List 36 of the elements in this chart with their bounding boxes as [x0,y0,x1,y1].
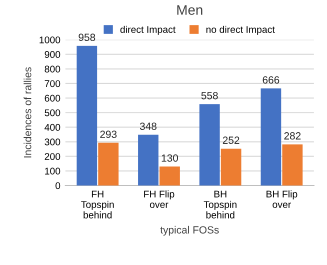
y-tick-label: 400 [44,124,60,131]
data-label: 958 [78,34,96,42]
x-tick-label: BH Topspin behind [204,190,236,218]
y-tick-label: 500 [44,109,60,116]
data-label: 282 [284,132,301,140]
data-label: 348 [140,122,156,130]
y-tick-label: 1000 [40,36,60,44]
y-tick-label: 800 [44,66,60,73]
bar [220,148,242,186]
bar [260,88,282,186]
legend-label: no direct Impact [206,26,275,35]
bar [160,166,180,186]
x-tick-label: BH Flip over [266,190,298,208]
bar [138,134,158,186]
y-axis-title: Incidences of rallies [24,67,32,158]
y-tick-label: 100 [45,168,60,175]
legend-label: direct Impact [120,26,176,35]
y-tick-label: 900 [44,51,60,58]
y-tick-label: 200 [44,153,60,160]
bar [282,144,303,186]
y-tick-label: 300 [44,138,60,146]
x-axis-title: typical FOSs [160,226,219,236]
data-label: 558 [201,92,218,100]
y-tick-label: 0 [56,182,60,190]
data-label: 130 [162,154,178,162]
bar [199,104,220,186]
bar [76,46,98,186]
data-label: 666 [262,76,280,84]
y-tick-label: 600 [44,94,60,102]
x-tick-label: FH Topspin behind [81,190,114,218]
y-tick-label: 700 [44,80,60,88]
chart-title: Men [177,5,202,15]
x-tick-label: FH Flip over [144,190,174,208]
data-label: 293 [100,130,117,138]
data-label: 252 [222,136,240,144]
bar [98,142,119,186]
